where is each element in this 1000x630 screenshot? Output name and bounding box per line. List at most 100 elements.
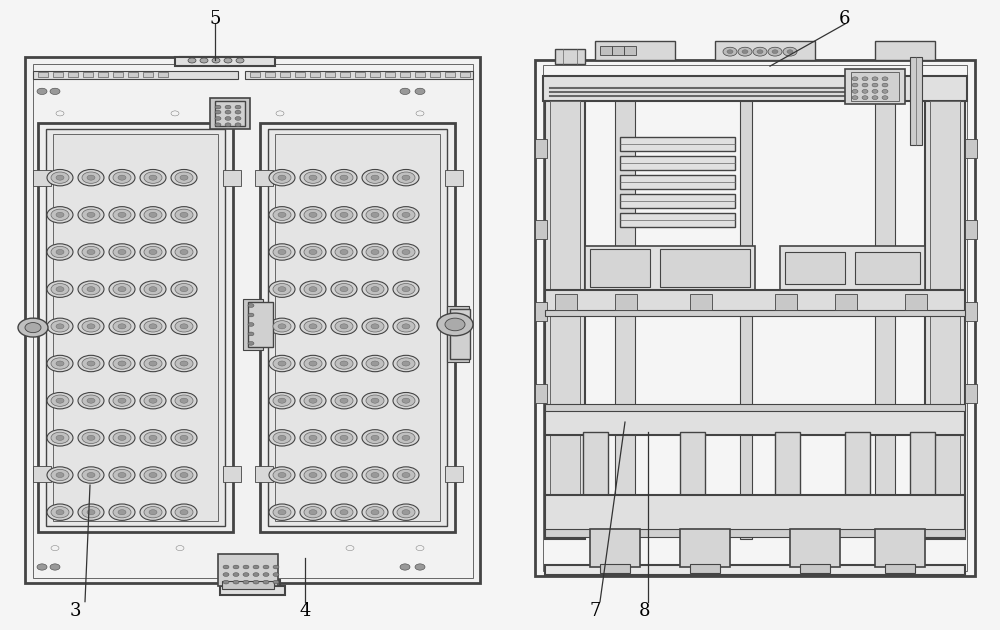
Bar bbox=[965, 384, 977, 403]
Circle shape bbox=[51, 432, 69, 444]
Circle shape bbox=[309, 287, 317, 292]
Bar bbox=[46, 129, 225, 526]
Circle shape bbox=[402, 249, 410, 255]
Circle shape bbox=[118, 324, 126, 329]
Circle shape bbox=[215, 117, 221, 120]
Circle shape bbox=[87, 212, 95, 217]
Circle shape bbox=[233, 565, 239, 569]
Circle shape bbox=[278, 287, 286, 292]
Circle shape bbox=[180, 510, 188, 515]
Circle shape bbox=[393, 207, 419, 223]
Bar bbox=[38, 123, 233, 532]
Bar bbox=[445, 170, 463, 186]
Circle shape bbox=[340, 175, 348, 180]
Circle shape bbox=[78, 355, 104, 372]
Bar bbox=[595, 41, 675, 60]
Circle shape bbox=[180, 249, 188, 255]
Circle shape bbox=[215, 105, 221, 109]
Circle shape bbox=[278, 249, 286, 255]
Bar bbox=[215, 101, 245, 126]
Circle shape bbox=[149, 472, 157, 478]
Circle shape bbox=[140, 467, 166, 483]
Circle shape bbox=[144, 209, 162, 220]
Circle shape bbox=[273, 432, 291, 444]
Circle shape bbox=[82, 284, 100, 295]
Bar bbox=[255, 170, 273, 186]
Circle shape bbox=[109, 467, 135, 483]
Circle shape bbox=[149, 175, 157, 180]
Circle shape bbox=[753, 47, 767, 56]
Circle shape bbox=[82, 321, 100, 332]
Circle shape bbox=[273, 172, 291, 183]
Circle shape bbox=[175, 432, 193, 444]
Circle shape bbox=[415, 88, 425, 94]
Bar bbox=[740, 98, 752, 539]
Bar bbox=[910, 57, 922, 145]
Bar bbox=[875, 529, 925, 567]
Circle shape bbox=[47, 318, 73, 335]
Circle shape bbox=[175, 321, 193, 332]
Circle shape bbox=[335, 209, 353, 220]
Bar bbox=[875, 98, 895, 539]
Circle shape bbox=[248, 304, 254, 307]
Bar bbox=[543, 65, 967, 571]
Circle shape bbox=[402, 212, 410, 217]
Circle shape bbox=[273, 469, 291, 481]
Circle shape bbox=[362, 244, 388, 260]
Circle shape bbox=[175, 395, 193, 406]
Circle shape bbox=[304, 395, 322, 406]
Circle shape bbox=[140, 281, 166, 297]
Bar bbox=[218, 554, 278, 586]
Circle shape bbox=[278, 472, 286, 478]
Circle shape bbox=[273, 246, 291, 258]
Bar bbox=[965, 302, 977, 321]
Circle shape bbox=[331, 355, 357, 372]
Circle shape bbox=[300, 207, 326, 223]
Circle shape bbox=[273, 565, 279, 569]
Circle shape bbox=[248, 313, 254, 317]
Bar bbox=[785, 252, 845, 284]
Circle shape bbox=[335, 469, 353, 481]
Circle shape bbox=[118, 212, 126, 217]
Bar bbox=[680, 529, 730, 567]
Circle shape bbox=[393, 355, 419, 372]
Circle shape bbox=[140, 169, 166, 186]
Circle shape bbox=[335, 358, 353, 369]
Bar bbox=[624, 46, 636, 55]
Bar bbox=[535, 139, 547, 158]
Bar bbox=[600, 564, 630, 573]
Circle shape bbox=[393, 281, 419, 297]
Circle shape bbox=[113, 246, 131, 258]
Circle shape bbox=[118, 249, 126, 255]
Circle shape bbox=[304, 358, 322, 369]
Circle shape bbox=[366, 321, 384, 332]
Circle shape bbox=[56, 398, 64, 403]
Bar bbox=[620, 175, 735, 189]
Circle shape bbox=[393, 467, 419, 483]
Circle shape bbox=[51, 507, 69, 518]
Bar bbox=[445, 72, 455, 77]
Circle shape bbox=[278, 175, 286, 180]
Bar bbox=[545, 404, 965, 411]
Circle shape bbox=[51, 209, 69, 220]
Circle shape bbox=[47, 281, 73, 297]
Circle shape bbox=[371, 212, 379, 217]
Circle shape bbox=[171, 504, 197, 520]
Bar bbox=[775, 294, 797, 310]
Circle shape bbox=[47, 392, 73, 409]
Circle shape bbox=[371, 435, 379, 440]
Circle shape bbox=[113, 284, 131, 295]
Circle shape bbox=[269, 355, 295, 372]
Circle shape bbox=[304, 507, 322, 518]
Circle shape bbox=[872, 89, 878, 93]
Bar bbox=[180, 57, 270, 63]
Circle shape bbox=[149, 510, 157, 515]
Circle shape bbox=[397, 432, 415, 444]
Circle shape bbox=[402, 398, 410, 403]
Circle shape bbox=[393, 318, 419, 335]
Text: 8: 8 bbox=[639, 602, 651, 620]
Bar bbox=[545, 410, 965, 435]
Circle shape bbox=[362, 504, 388, 520]
Circle shape bbox=[738, 47, 752, 56]
Bar bbox=[620, 137, 735, 151]
